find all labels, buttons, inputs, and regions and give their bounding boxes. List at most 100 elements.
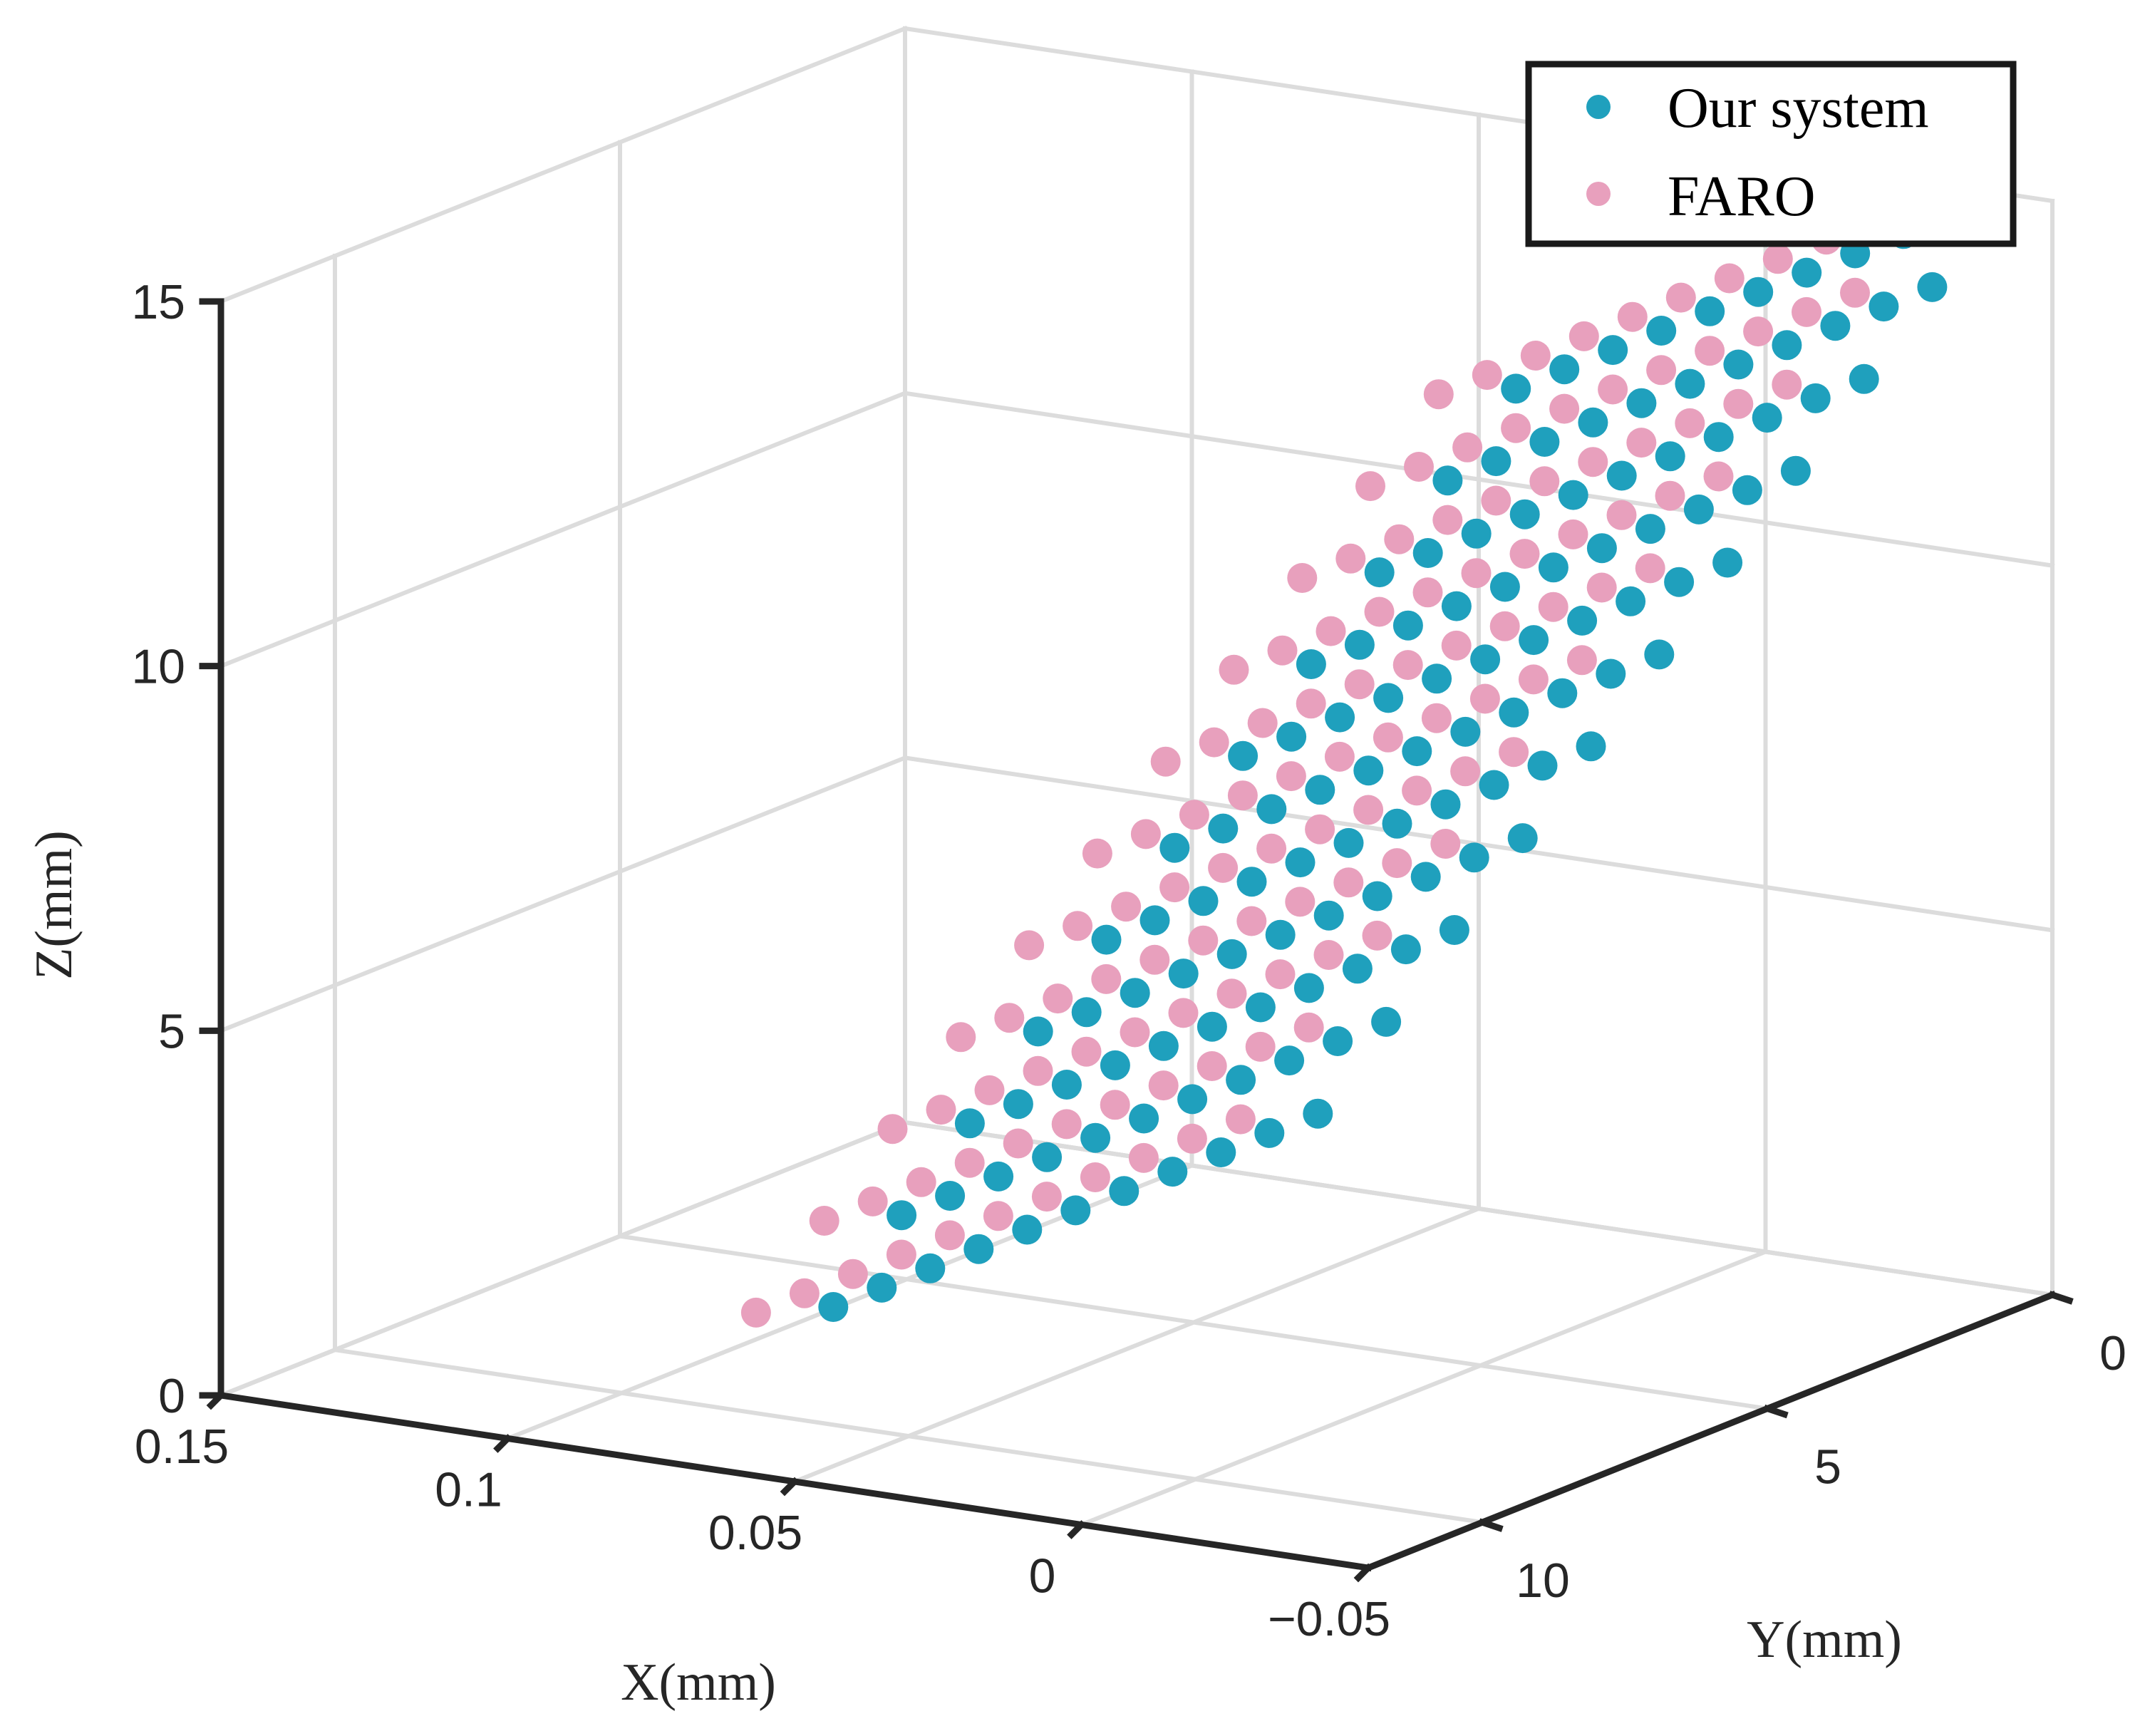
data-point-our-system: [1023, 1016, 1053, 1047]
data-point-faro: [1772, 369, 1802, 400]
data-point-our-system: [1499, 697, 1529, 728]
data-point-our-system: [1780, 455, 1811, 486]
data-point-our-system: [1439, 915, 1469, 945]
data-point-our-system: [1285, 847, 1316, 878]
data-point-faro: [1617, 301, 1648, 332]
data-point-our-system: [1626, 388, 1657, 418]
x-tick-mark: [1067, 1520, 1086, 1539]
y-tick-label: 0: [2099, 1326, 2126, 1380]
data-point-our-system: [1188, 886, 1219, 916]
data-point-our-system: [935, 1181, 966, 1211]
data-point-our-system: [1303, 1098, 1333, 1129]
data-point-our-system: [1003, 1089, 1033, 1120]
sidewall-gridline-z: [218, 26, 908, 304]
z-axis-title: Z(mm): [25, 830, 83, 980]
data-point-faro: [1188, 925, 1219, 956]
data-point-our-system: [1538, 552, 1568, 583]
data-point-our-system: [1276, 721, 1307, 752]
data-point-faro: [1566, 645, 1597, 676]
data-point-faro: [1392, 650, 1423, 681]
legend-box: [1525, 61, 2017, 247]
data-point-our-system: [1392, 610, 1423, 641]
data-point-faro: [1450, 756, 1481, 787]
data-point-faro: [1452, 432, 1483, 463]
data-point-our-system: [1274, 1045, 1305, 1076]
data-point-our-system: [1529, 427, 1560, 457]
data-point-faro: [1520, 341, 1551, 371]
data-point-our-system: [1091, 924, 1122, 955]
data-point-faro: [1402, 775, 1432, 806]
data-point-our-system: [1732, 475, 1762, 505]
data-point-faro: [1382, 848, 1412, 879]
z-tick-label: 15: [131, 275, 185, 329]
data-point-our-system: [1616, 586, 1646, 616]
data-point-our-system: [1129, 1103, 1159, 1134]
axes: [199, 298, 2074, 1583]
data-point-faro: [1423, 379, 1454, 410]
data-point-our-system: [1296, 649, 1326, 679]
data-point-our-system: [1333, 827, 1364, 858]
data-point-our-system: [1507, 823, 1538, 854]
y-axis-title: Y(mm): [1747, 1611, 1902, 1669]
data-point-our-system: [1501, 373, 1531, 404]
floor-gridline-y: [617, 1234, 1770, 1411]
data-point-our-system: [1598, 335, 1628, 366]
data-point-faro: [1586, 572, 1617, 603]
data-point-our-system: [1265, 919, 1296, 950]
z-tick-label: 10: [131, 640, 185, 694]
data-point-our-system: [1519, 625, 1549, 656]
data-point-faro: [1287, 563, 1318, 593]
data-point-our-system: [1459, 842, 1489, 873]
data-point-our-system: [1586, 533, 1617, 564]
data-point-faro: [1276, 761, 1306, 792]
data-point-our-system: [954, 1108, 985, 1139]
floor-gridline-x: [1078, 1249, 1769, 1528]
data-point-faro: [1529, 466, 1560, 497]
data-point-faro: [1499, 737, 1529, 768]
data-point-faro: [1285, 887, 1316, 917]
data-point-faro: [1014, 930, 1045, 961]
data-point-faro: [1111, 892, 1142, 922]
data-point-our-system: [1800, 383, 1831, 413]
floor-gridline-y: [332, 1347, 1485, 1525]
data-point-faro: [1091, 963, 1122, 994]
data-point-faro: [1578, 447, 1608, 477]
data-point-our-system: [1032, 1142, 1063, 1172]
data-point-faro: [1247, 708, 1278, 738]
data-point-faro: [1139, 944, 1170, 975]
data-point-faro: [1412, 577, 1443, 608]
data-point-faro: [1538, 591, 1568, 622]
data-point-our-system: [1596, 658, 1626, 689]
data-point-faro: [1665, 282, 1696, 313]
data-point-our-system: [1402, 736, 1432, 767]
tick-labels: 0.15 0.1 0.05 0 −0.05 0 5 10 0 5 10 15: [131, 275, 2126, 1646]
data-point-our-system: [1226, 1065, 1256, 1095]
data-point-our-system: [1197, 1011, 1227, 1042]
data-point-faro: [1792, 296, 1821, 327]
data-point-our-system: [1470, 644, 1501, 675]
data-point-our-system: [1430, 789, 1461, 820]
data-point-our-system: [1364, 557, 1395, 588]
data-point-our-system: [1644, 639, 1675, 670]
x-tick-mark: [493, 1434, 512, 1453]
data-point-faro: [1159, 872, 1190, 903]
y-tick-mark: [1478, 1518, 1504, 1532]
data-point-faro: [1714, 263, 1745, 294]
data-point-faro: [1051, 1109, 1082, 1140]
data-point-our-system: [1509, 499, 1540, 529]
data-point-our-system: [1547, 678, 1578, 708]
data-point-faro: [983, 1201, 1013, 1231]
data-point-faro: [809, 1206, 839, 1236]
data-point-our-system: [1177, 1084, 1208, 1115]
data-point-faro: [837, 1259, 868, 1289]
data-point-faro: [1364, 596, 1395, 627]
data-point-faro: [1362, 920, 1392, 951]
z-tick-label: 5: [158, 1004, 185, 1058]
x-tick-label: 0: [1029, 1549, 1056, 1603]
data-point-faro: [1148, 1070, 1179, 1101]
data-point-faro: [934, 1220, 965, 1251]
data-point-faro: [1373, 722, 1403, 753]
data-point-our-system: [1080, 1122, 1111, 1153]
data-point-faro: [1432, 505, 1463, 535]
